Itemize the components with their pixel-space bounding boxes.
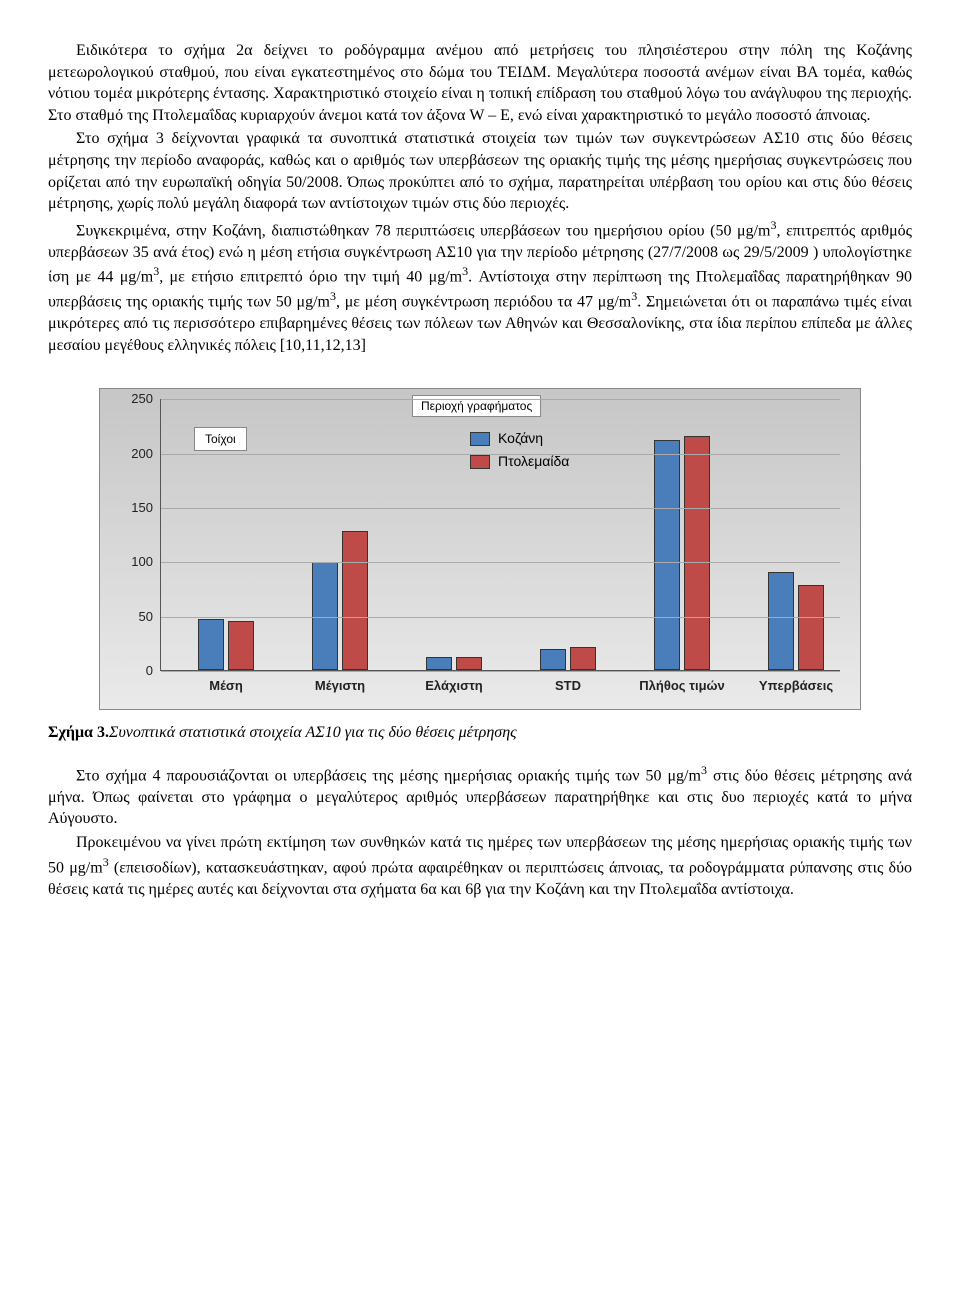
bar-chart: Περιοχή γραφήματος Τοίχοι ΚοζάνηΠτολεμαί… bbox=[99, 388, 861, 710]
x-category-label: Μέση bbox=[209, 677, 243, 695]
figure-3: Περιοχή γραφήματος Τοίχοι ΚοζάνηΠτολεμαί… bbox=[48, 388, 912, 710]
bar bbox=[456, 657, 482, 670]
bar bbox=[684, 436, 710, 670]
paragraph-4: Στο σχήμα 4 παρουσιάζονται οι υπερβάσεις… bbox=[48, 762, 912, 830]
y-tick-label: 150 bbox=[109, 499, 153, 517]
figure-3-caption: Σχήμα 3.Συνοπτικά στατιστικά στοιχεία ΑΣ… bbox=[48, 722, 912, 744]
paragraph-3: Συγκεκριμένα, στην Κοζάνη, διαπιστώθηκαν… bbox=[48, 217, 912, 357]
paragraph-1: Ειδικότερα το σχήμα 2α δείχνει το ροδόγρ… bbox=[48, 40, 912, 126]
bar bbox=[540, 649, 566, 671]
bar bbox=[312, 562, 338, 671]
grid-line bbox=[161, 562, 840, 563]
bars-container bbox=[161, 399, 840, 670]
p4-part-a: Στο σχήμα 4 παρουσιάζονται οι υπερβάσεις… bbox=[76, 767, 701, 784]
y-tick-label: 50 bbox=[109, 608, 153, 626]
bar bbox=[426, 657, 452, 670]
x-category-label: Πλήθος τιμών bbox=[639, 677, 724, 695]
caption-text: Συνοπτικά στατιστικά στοιχεία ΑΣ10 για τ… bbox=[109, 724, 517, 741]
p3-part-a: Συγκεκριμένα, στην Κοζάνη, διαπιστώθηκαν… bbox=[76, 222, 771, 239]
grid-line bbox=[161, 454, 840, 455]
bar bbox=[342, 531, 368, 670]
grid-line bbox=[161, 671, 840, 672]
paragraph-2: Στο σχήμα 3 δείχνονται γραφικά τα συνοπτ… bbox=[48, 128, 912, 214]
x-category-label: STD bbox=[555, 677, 581, 695]
caption-label: Σχήμα 3. bbox=[48, 724, 109, 741]
grid-line bbox=[161, 617, 840, 618]
y-tick-label: 250 bbox=[109, 391, 153, 409]
grid-line bbox=[161, 508, 840, 509]
bar bbox=[228, 621, 254, 670]
x-category-label: Μέγιστη bbox=[315, 677, 365, 695]
grid-line bbox=[161, 399, 840, 400]
y-tick-label: 0 bbox=[109, 663, 153, 681]
y-tick-label: 100 bbox=[109, 554, 153, 572]
p3-part-c: , με ετήσιο επιτρεπτό όριο την τιμή 40 μ… bbox=[159, 269, 462, 286]
bar bbox=[570, 647, 596, 670]
p3-part-e: , με μέση συγκέντρωση περιόδου τα 47 μg/… bbox=[336, 294, 631, 311]
bar bbox=[654, 440, 680, 671]
y-tick-label: 200 bbox=[109, 445, 153, 463]
x-category-label: Υπερβάσεις bbox=[759, 677, 833, 695]
bar bbox=[798, 585, 824, 670]
plot-area: 050100150200250ΜέσηΜέγιστηΕλάχιστηSTDΠλή… bbox=[160, 399, 840, 671]
bar bbox=[768, 572, 794, 670]
bar bbox=[198, 619, 224, 670]
x-category-label: Ελάχιστη bbox=[425, 677, 482, 695]
p5-part-b: (επεισοδίων), κατασκευάστηκαν, αφού πρώτ… bbox=[48, 859, 912, 898]
paragraph-5: Προκειμένου να γίνει πρώτη εκτίμηση των … bbox=[48, 832, 912, 900]
